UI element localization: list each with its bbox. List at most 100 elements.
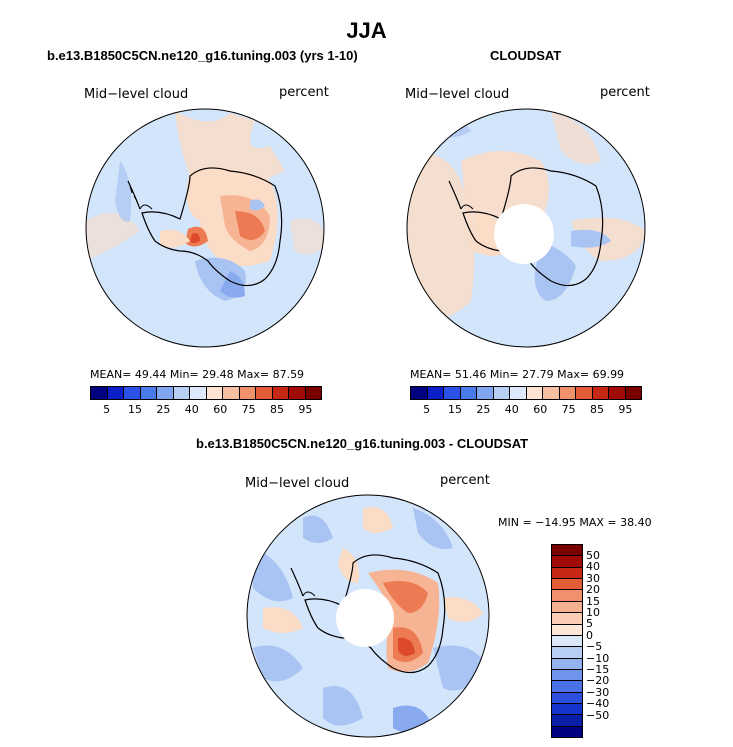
colorbar-swatch	[305, 387, 321, 399]
colorbar-swatch	[543, 387, 560, 399]
colorbar-swatch	[173, 387, 190, 399]
panel1-units-label: percent	[279, 85, 329, 100]
colorbar-swatch	[289, 387, 306, 399]
diff-colorbar-swatch	[552, 635, 582, 648]
colorbar-tick-label: 85	[590, 403, 605, 416]
diff-colorbar-tick-label: 5	[586, 617, 593, 631]
colorbar-tick-label: 15	[127, 403, 142, 416]
panel2-stats: MEAN= 51.46 Min= 27.79 Max= 69.99	[410, 368, 625, 381]
antarctica-outline	[141, 167, 283, 287]
diff-colorbar-tick-label: 20	[586, 583, 600, 597]
diff-colorbar-swatch	[552, 579, 582, 591]
diff-polar-map	[246, 494, 490, 738]
diff-colorbar-tick-label: 15	[586, 594, 600, 608]
diff-colorbar-swatch	[552, 669, 582, 682]
diff-units-label: percent	[440, 473, 490, 488]
diff-colorbar-tick-label: −50	[586, 708, 610, 722]
antarctica-outline	[304, 554, 446, 674]
diff-colorbar-tick-label: 0	[586, 628, 593, 642]
diff-colorbar-swatch	[552, 590, 582, 602]
season-title: JJA	[346, 18, 387, 43]
diff-variable-label: Mid−level cloud	[245, 476, 350, 491]
diff-stats: MIN = −14.95 MAX = 38.40	[498, 516, 652, 529]
colorbar-swatch	[411, 387, 428, 399]
panel1-map-border	[85, 108, 325, 348]
diff-missing-data-hole	[336, 589, 394, 647]
colorbar-tick-label: 25	[156, 403, 171, 416]
panel2-colorbar-ticks: 5 15 25 40 60 75 85 95	[410, 403, 642, 417]
diff-colorbar-swatch	[552, 726, 582, 738]
colorbar-swatch	[91, 387, 108, 399]
colorbar-swatch	[493, 387, 510, 399]
colorbar-tick-label: 75	[561, 403, 576, 416]
panel1-stats: MEAN= 49.44 Min= 29.48 Max= 87.59	[90, 368, 305, 381]
colorbar-swatch	[272, 387, 289, 399]
panel1-colorbar-ticks: 5 15 25 40 60 75 85 95	[90, 403, 322, 417]
colorbar-swatch	[609, 387, 626, 399]
colorbar-swatch	[190, 387, 207, 399]
panel1-polar-map	[85, 108, 325, 348]
colorbar-swatch	[444, 387, 461, 399]
diff-colorbar-tick-label: 10	[586, 605, 600, 619]
diff-colorbar-tick-label: −5	[586, 640, 603, 654]
diff-colorbar-tick-label: −10	[586, 651, 610, 665]
diff-colorbar-swatch	[552, 647, 582, 659]
diff-colorbar-swatch	[552, 567, 582, 580]
colorbar-tick-label: 85	[270, 403, 285, 416]
diff-colorbar-tick-label: 30	[586, 571, 600, 585]
colorbar-tick-label: 40	[184, 403, 199, 416]
diff-colorbar-swatch	[552, 613, 582, 625]
diff-colorbar-swatch	[552, 681, 582, 693]
colorbar-swatch	[559, 387, 576, 399]
panel2-variable-label: Mid−level cloud	[405, 87, 510, 102]
panel1-title: b.e13.B1850C5CN.ne120_g16.tuning.003 (yr…	[47, 48, 358, 63]
diff-panel-title: b.e13.B1850C5CN.ne120_g16.tuning.003 - C…	[196, 436, 529, 451]
colorbar-tick-label: 40	[504, 403, 519, 416]
panel1-colorbar	[90, 386, 322, 400]
diff-colorbar-swatch	[552, 715, 582, 727]
colorbar-swatch	[427, 387, 444, 399]
diff-colorbar	[551, 544, 583, 738]
diff-colorbar-swatch	[552, 545, 582, 557]
diff-colorbar-swatch	[552, 658, 582, 670]
diff-colorbar-ticks: 50 40 30 20 15 10 5 0 −5 −10 −15 −20 −30 −40 −50	[586, 544, 626, 738]
colorbar-tick-label: 60	[533, 403, 548, 416]
colorbar-swatch	[510, 387, 527, 399]
colorbar-tick-label: 75	[241, 403, 256, 416]
colorbar-swatch	[460, 387, 477, 399]
diff-colorbar-tick-label: 40	[586, 560, 600, 574]
colorbar-swatch	[576, 387, 593, 399]
colorbar-swatch	[625, 387, 641, 399]
colorbar-tick-label: 5	[103, 403, 111, 416]
diff-colorbar-tick-label: −20	[586, 674, 610, 688]
colorbar-swatch	[107, 387, 124, 399]
panel2-title: CLOUDSAT	[490, 48, 562, 63]
colorbar-swatch	[206, 387, 223, 399]
colorbar-swatch	[239, 387, 256, 399]
diff-colorbar-swatch	[552, 601, 582, 614]
diff-colorbar-tick-label: −30	[586, 685, 610, 699]
panel2-polar-map	[406, 108, 646, 348]
colorbar-swatch	[477, 387, 494, 399]
panel1-variable-label: Mid−level cloud	[84, 87, 189, 102]
colorbar-tick-label: 95	[618, 403, 633, 416]
colorbar-swatch	[256, 387, 273, 399]
colorbar-swatch	[140, 387, 157, 399]
diff-colorbar-swatch	[552, 692, 582, 705]
diff-colorbar-swatch	[552, 556, 582, 568]
diff-colorbar-tick-label: 50	[586, 548, 600, 562]
colorbar-swatch	[526, 387, 543, 399]
colorbar-tick-label: 15	[447, 403, 462, 416]
colorbar-tick-label: 5	[423, 403, 431, 416]
diff-colorbar-tick-label: −40	[586, 697, 610, 711]
colorbar-tick-label: 60	[213, 403, 228, 416]
colorbar-swatch	[223, 387, 240, 399]
colorbar-tick-label: 25	[476, 403, 491, 416]
diff-colorbar-swatch	[552, 704, 582, 716]
colorbar-swatch	[592, 387, 609, 399]
diff-colorbar-swatch	[552, 624, 582, 636]
colorbar-swatch	[157, 387, 174, 399]
diff-colorbar-tick-label: −15	[586, 663, 610, 677]
panel2-missing-data-hole	[494, 204, 554, 264]
panel2-map-border	[406, 108, 646, 348]
